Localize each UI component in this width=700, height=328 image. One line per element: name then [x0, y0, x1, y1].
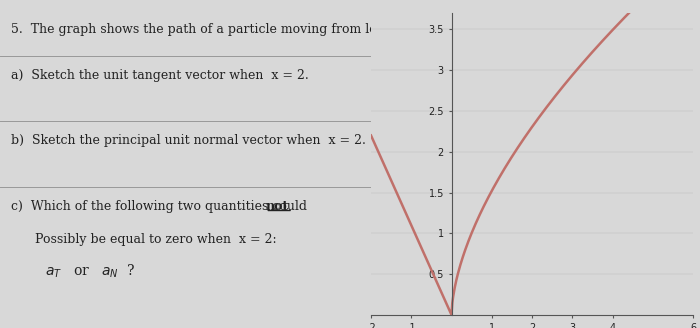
Text: a)  Sketch the unit tangent vector when  x = 2.: a) Sketch the unit tangent vector when x…: [11, 69, 309, 82]
Text: b)  Sketch the principal unit normal vector when  x = 2.: b) Sketch the principal unit normal vect…: [11, 134, 366, 148]
Text: not: not: [265, 200, 288, 213]
Text: c)  Which of the following two quantities could: c) Which of the following two quantities…: [11, 200, 311, 213]
Text: 5.  The graph shows the path of a particle moving from left to right.: 5. The graph shows the path of a particl…: [11, 23, 442, 36]
Text: $a_T$   or   $a_N$  ?: $a_T$ or $a_N$ ?: [45, 262, 134, 280]
Text: Possibly be equal to zero when  x = 2:: Possibly be equal to zero when x = 2:: [11, 233, 276, 246]
